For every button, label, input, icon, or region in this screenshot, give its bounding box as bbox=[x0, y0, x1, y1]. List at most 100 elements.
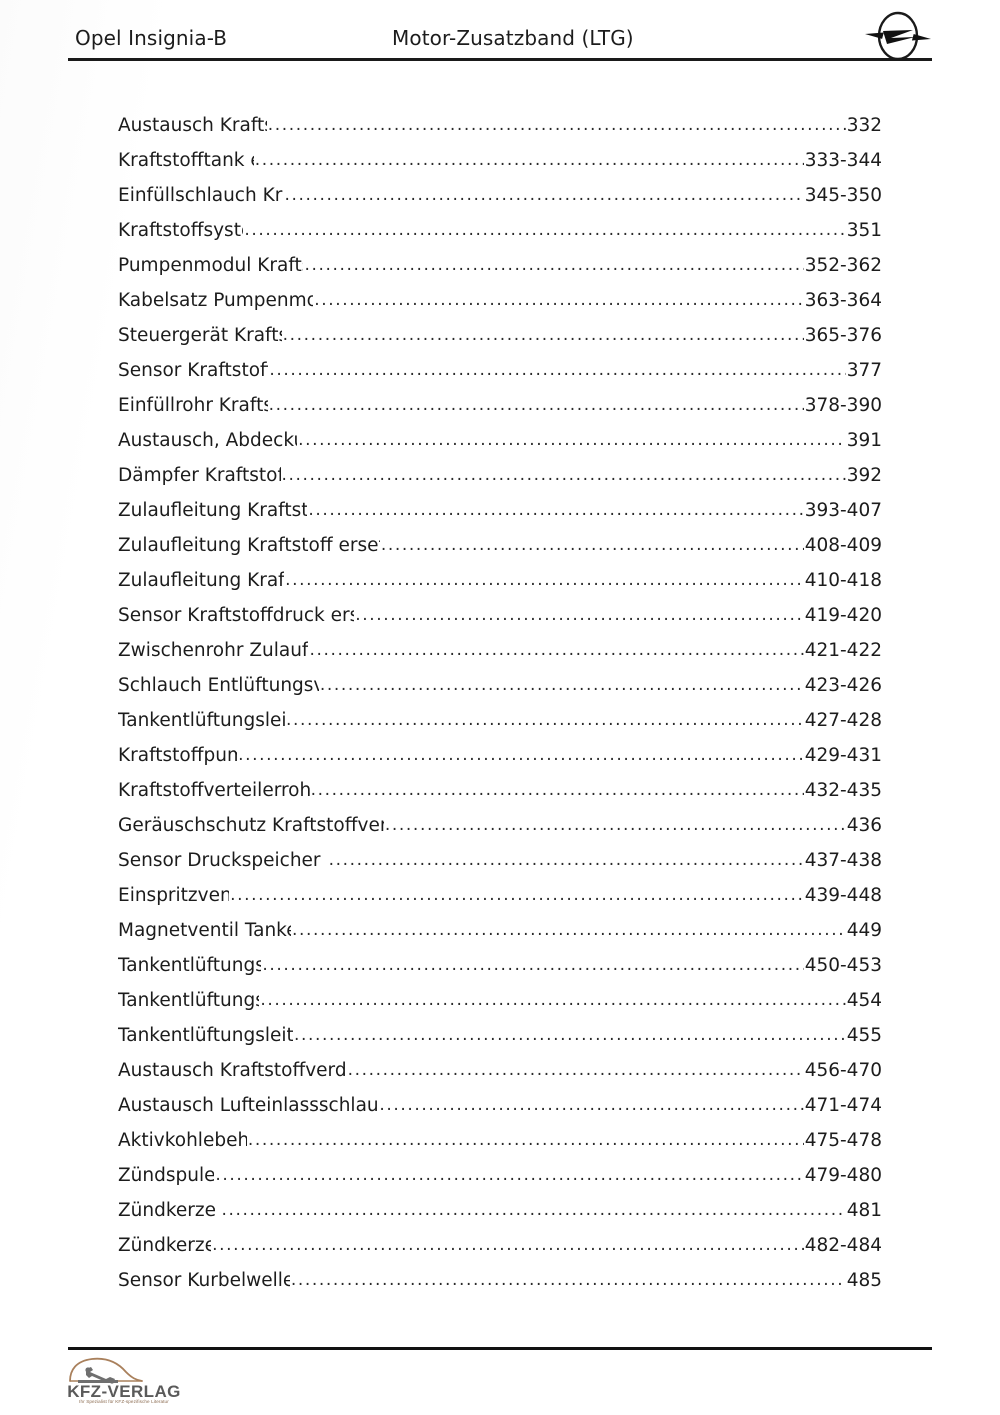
toc-entry[interactable]: Steuergerät Kraftstoffpumpe ersetzen....… bbox=[118, 318, 882, 353]
toc-entry-page: 454 bbox=[846, 990, 882, 1011]
toc-entry[interactable]: Austausch, Abdeckung Kraftstoffpumpe....… bbox=[118, 423, 882, 458]
toc-entry-title: Aktivkohlebehälter ersetzen bbox=[118, 1130, 247, 1151]
toc-entry-title: Sensor Kraftstoffstand ersetzen bbox=[118, 360, 268, 381]
toc-entry-page: 365-376 bbox=[804, 325, 882, 346]
toc-dot-leader: ........................................… bbox=[298, 430, 846, 450]
toc-entry[interactable]: Sensor Druckspeicher Kraftstoffeinspritz… bbox=[118, 843, 882, 878]
toc-entry[interactable]: Dämpfer Kraftstoffpumpe ersetzen........… bbox=[118, 458, 882, 493]
toc-entry[interactable]: Zulaufleitung Kraftstoff vorne ersetzen.… bbox=[118, 563, 882, 598]
toc-entry-title: Sensor Druckspeicher Kraftstoffeinspritz… bbox=[118, 850, 328, 871]
toc-entry-title: Sensor Kraftstoffdruck ersetzen - Zulauf… bbox=[118, 605, 354, 626]
toc-entry-page: 437-438 bbox=[804, 850, 882, 871]
toc-entry-title: Einspritzventil ersetzen bbox=[118, 885, 230, 906]
toc-entry-title: Austausch Kraftstofftankschutz bbox=[118, 115, 267, 136]
toc-entry-title: Zulaufleitung Kraftstoff ersetzen - Unte… bbox=[118, 500, 308, 521]
toc-entry-title: Tankentlüftungsleitung ersetzen (AWD) bbox=[118, 710, 285, 731]
toc-entry-title: Zulaufleitung Kraftstoff ersetzen - Kraf… bbox=[118, 535, 380, 556]
toc-entry[interactable]: Schlauch Entlüftungsventil Kraftstofftan… bbox=[118, 668, 882, 703]
toc-dot-leader: ........................................… bbox=[247, 1130, 804, 1150]
toc-entry[interactable]: Magnetventil Tankentlüftung ersetzen....… bbox=[118, 913, 882, 948]
toc-entry[interactable]: Tankentlüftungsleitung ersetzen (AWD)...… bbox=[118, 703, 882, 738]
page-header: Opel Insignia-B Motor-Zusatzband (LTG) bbox=[68, 11, 932, 66]
toc-entry[interactable]: Tankentlüftungsleitung ersetzen.........… bbox=[118, 948, 882, 983]
toc-entry-page: 378-390 bbox=[804, 395, 882, 416]
toc-dot-leader: ........................................… bbox=[308, 500, 803, 520]
toc-entry-title: Kraftstoffverteilerrohr Einspritzventile… bbox=[118, 780, 310, 801]
toc-entry[interactable]: Zündkerzen prüfen.......................… bbox=[118, 1228, 882, 1263]
toc-dot-leader: ........................................… bbox=[269, 360, 845, 380]
toc-entry-page: 408-409 bbox=[804, 535, 882, 556]
toc-dot-leader: ........................................… bbox=[291, 920, 846, 940]
toc-dot-leader: ........................................… bbox=[285, 710, 804, 730]
toc-dot-leader: ........................................… bbox=[212, 1235, 804, 1255]
toc-entry[interactable]: Zwischenrohr Zulaufleitung Kraftstoff er… bbox=[118, 633, 882, 668]
toc-entry[interactable]: Einfüllschlauch Kraftstofftank ersetzen.… bbox=[118, 178, 882, 213]
toc-dot-leader: ........................................… bbox=[282, 325, 804, 345]
toc-entry-title: Geräuschschutz Kraftstoffverteilerrohr K… bbox=[118, 815, 384, 836]
toc-dot-leader: ........................................… bbox=[267, 115, 846, 135]
toc-entry[interactable]: Austausch Kraftstoffverdampfungsleitung … bbox=[118, 1053, 882, 1088]
toc-entry[interactable]: Austausch Lufteinlassschlauch, Behälter … bbox=[118, 1088, 882, 1123]
toc-entry-page: 363-364 bbox=[804, 290, 882, 311]
toc-entry-page: 391 bbox=[846, 430, 882, 451]
toc-entry[interactable]: Aktivkohlebehälter ersetzen.............… bbox=[118, 1123, 882, 1158]
toc-dot-leader: ........................................… bbox=[328, 850, 804, 870]
toc-entry[interactable]: Zündspule ersetzen......................… bbox=[118, 1158, 882, 1193]
toc-entry[interactable]: Zulaufleitung Kraftstoff ersetzen - Unte… bbox=[118, 493, 882, 528]
toc-entry-page: 475-478 bbox=[804, 1130, 882, 1151]
toc-entry-title: Austausch, Abdeckung Kraftstoffpumpe bbox=[118, 430, 297, 451]
toc-dot-leader: ........................................… bbox=[304, 255, 803, 275]
header-vehicle-title: Opel Insignia-B bbox=[75, 26, 228, 50]
toc-entry-title: Schlauch Entlüftungsventil Kraftstofftan… bbox=[118, 675, 319, 696]
toc-dot-leader: ........................................… bbox=[379, 1095, 803, 1115]
toc-entry-page: 455 bbox=[846, 1025, 882, 1046]
toc-entry[interactable]: Kraftstoffsystem reinigen...............… bbox=[118, 213, 882, 248]
toc-entry[interactable]: Zündkerze ersetzen......................… bbox=[118, 1193, 882, 1228]
toc-entry-page: 332 bbox=[846, 115, 882, 136]
toc-entry[interactable]: Kraftstoffverteilerrohr Einspritzventile… bbox=[118, 773, 882, 808]
toc-dot-leader: ........................................… bbox=[230, 885, 804, 905]
toc-entry-page: 481 bbox=[846, 1200, 882, 1221]
toc-entry[interactable]: Kraftstoffpumpe ersetzen................… bbox=[118, 738, 882, 773]
toc-entry[interactable]: Austausch Kraftstofftankschutz..........… bbox=[118, 108, 882, 143]
toc-dot-leader: ........................................… bbox=[268, 395, 804, 415]
toc-entry[interactable]: Zulaufleitung Kraftstoff ersetzen - Kraf… bbox=[118, 528, 882, 563]
toc-entry-page: 479-480 bbox=[804, 1165, 882, 1186]
toc-entry-title: Magnetventil Tankentlüftung ersetzen bbox=[118, 920, 291, 941]
toc-entry[interactable]: Tankentlüftungsrohr ersetzen............… bbox=[118, 983, 882, 1018]
toc-entry[interactable]: Sensor Kurbelwellenposition ersetzen....… bbox=[118, 1263, 882, 1298]
footer-divider bbox=[68, 1347, 932, 1350]
toc-dot-leader: ........................................… bbox=[284, 185, 804, 205]
toc-entry-title: Kraftstoffpumpe ersetzen bbox=[118, 745, 238, 766]
toc-entry[interactable]: Einfüllrohr Kraftstofftank ersetzen.....… bbox=[118, 388, 882, 423]
toc-entry-title: Zündspule ersetzen bbox=[118, 1165, 215, 1186]
toc-entry-page: 345-350 bbox=[804, 185, 882, 206]
toc-entry[interactable]: Sensor Kraftstoffdruck ersetzen - Zulauf… bbox=[118, 598, 882, 633]
toc-dot-leader: ........................................… bbox=[238, 745, 804, 765]
toc-entry[interactable]: Sensor Kraftstoffstand ersetzen.........… bbox=[118, 353, 882, 388]
toc-entry[interactable]: Kabelsatz Pumpenmodul Kraftstofftank ers… bbox=[118, 283, 882, 318]
toc-entry[interactable]: Einspritzventil ersetzen................… bbox=[118, 878, 882, 913]
toc-entry-page: 439-448 bbox=[804, 885, 882, 906]
toc-entry-title: Zwischenrohr Zulaufleitung Kraftstoff er… bbox=[118, 640, 308, 661]
toc-entry-title: Kraftstofftank ersetzen (AWD) bbox=[118, 150, 254, 171]
toc-entry-title: Dämpfer Kraftstoffpumpe ersetzen bbox=[118, 465, 281, 486]
toc-entry-title: Tankentlüftungsrohr ersetzen bbox=[118, 990, 259, 1011]
toc-dot-leader: ........................................… bbox=[290, 1270, 846, 1290]
toc-entry-page: 427-428 bbox=[804, 710, 882, 731]
toc-entry[interactable]: Geräuschschutz Kraftstoffverteilerrohr K… bbox=[118, 808, 882, 843]
toc-entry-page: 482-484 bbox=[804, 1235, 882, 1256]
toc-entry-title: Zündkerze ersetzen bbox=[118, 1200, 220, 1221]
kfz-verlag-wordmark: KFZ-VERLAG bbox=[67, 1382, 181, 1401]
toc-entry-page: 410-418 bbox=[804, 570, 882, 591]
toc-entry[interactable]: Tankentlüftungsleitung vorne ersetzen...… bbox=[118, 1018, 882, 1053]
toc-entry[interactable]: Kraftstofftank ersetzen (AWD)...........… bbox=[118, 143, 882, 178]
toc-entry-page: 421-422 bbox=[804, 640, 882, 661]
toc-entry-page: 471-474 bbox=[804, 1095, 882, 1116]
toc-entry-title: Tankentlüftungsleitung vorne ersetzen bbox=[118, 1025, 293, 1046]
toc-entry-title: Einfüllrohr Kraftstofftank ersetzen bbox=[118, 395, 268, 416]
toc-dot-leader: ........................................… bbox=[254, 150, 804, 170]
toc-entry-page: 392 bbox=[846, 465, 882, 486]
toc-entry[interactable]: Pumpenmodul Kraftstofftank ersetzen (AWD… bbox=[118, 248, 882, 283]
